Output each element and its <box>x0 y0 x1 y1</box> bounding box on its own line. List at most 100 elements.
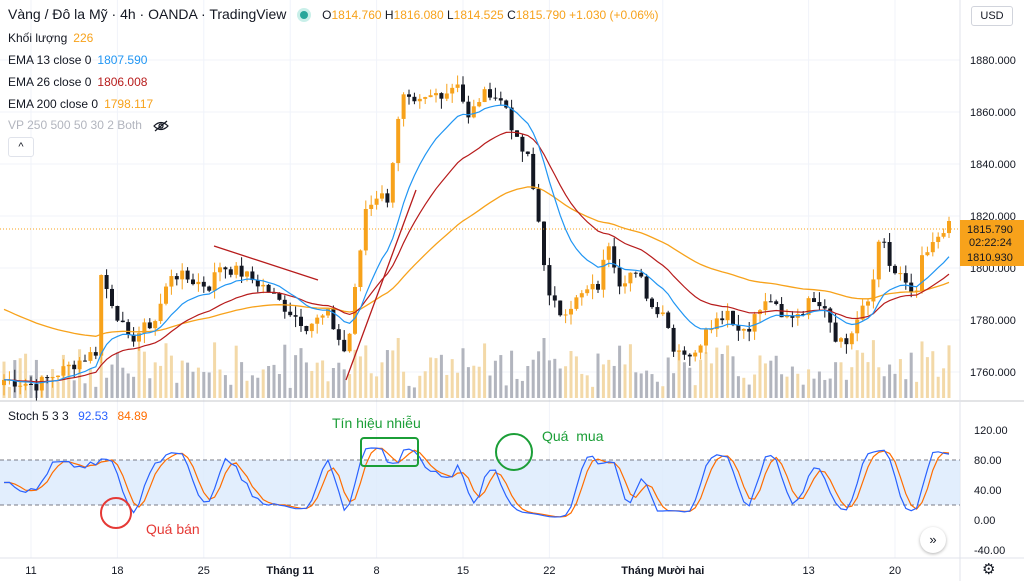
volume-bar <box>196 367 200 398</box>
candle-body <box>903 273 908 283</box>
symbol-name[interactable]: Vàng / Đô la Mỹ <box>8 6 108 22</box>
candle-body <box>623 283 627 287</box>
volume-bar <box>24 353 28 398</box>
candle-body <box>936 236 941 243</box>
legend-ema13[interactable]: EMA 13 close 0 1807.590 <box>8 53 148 67</box>
volume-bar <box>450 359 454 398</box>
volume-bar <box>526 365 530 398</box>
candle-body <box>628 272 633 284</box>
time-axis[interactable]: 11 18 25 Tháng 11 8 15 22 Tháng Mười hai 13 20 <box>25 565 901 577</box>
oversold-circle[interactable] <box>100 497 132 529</box>
volume-bar <box>83 383 87 398</box>
stoch-tick-label: 40.00 <box>974 485 1002 497</box>
ema200-line <box>3 186 950 337</box>
volume-bar <box>304 362 308 398</box>
time-tick-label: 20 <box>889 565 901 577</box>
volume-bar <box>731 356 735 398</box>
volume-bar <box>99 338 103 398</box>
volume-bar <box>34 359 38 398</box>
candle-body <box>612 246 617 268</box>
volume-bar <box>839 362 843 398</box>
volume-bar <box>655 381 659 398</box>
ema13-line <box>4 104 950 385</box>
volume-bar <box>510 350 514 398</box>
candle-body <box>428 95 433 98</box>
trendline-down[interactable] <box>213 245 319 281</box>
candle-body <box>509 107 514 131</box>
volume-bar <box>591 386 595 398</box>
volume-bar <box>88 368 92 398</box>
legend-ema26[interactable]: EMA 26 close 0 1806.008 <box>8 75 148 89</box>
volume-bar <box>337 362 341 398</box>
candle-body <box>50 377 55 379</box>
eye-hidden-icon[interactable] <box>153 120 170 132</box>
time-tick-label: 15 <box>457 565 469 577</box>
volume-bar <box>7 386 11 398</box>
candle-body <box>725 310 730 321</box>
volume-bar <box>213 342 217 398</box>
trendline-up[interactable] <box>345 189 417 381</box>
overbought-circle[interactable] <box>495 433 533 471</box>
candle-body <box>752 314 757 332</box>
volume-bar <box>348 374 352 398</box>
candle-body <box>709 329 714 331</box>
volume-bar <box>72 380 76 398</box>
volume-bar <box>315 362 319 398</box>
volume-bar <box>542 338 546 398</box>
volume-bar <box>466 367 470 398</box>
volume-bar <box>385 350 389 398</box>
candle-body <box>747 328 752 332</box>
volume-bar <box>445 374 449 398</box>
legend-ema200[interactable]: EMA 200 close 0 1798.117 <box>8 97 154 111</box>
volume-bar <box>877 367 881 398</box>
legend-vp[interactable]: VP 250 500 50 30 2 Both <box>8 118 170 132</box>
legend-volume[interactable]: Khối lượng 226 <box>8 31 94 45</box>
noise-signal-box[interactable] <box>360 437 419 467</box>
currency-button[interactable]: USD <box>971 6 1013 26</box>
ema-price-tag-bg <box>960 249 1024 265</box>
candle-body <box>2 379 6 386</box>
volume-bar <box>882 376 886 398</box>
volume-bar <box>434 358 438 398</box>
stoch-tick-label: 120.00 <box>974 425 1008 437</box>
candle-body <box>99 275 104 356</box>
volume-bar <box>942 368 946 398</box>
candle-body <box>520 136 525 152</box>
stoch-legend[interactable]: Stoch 5 3 3 92.53 84.89 <box>8 409 148 423</box>
candle-body <box>29 384 33 386</box>
candle-body <box>250 271 255 281</box>
candle-body <box>255 280 260 287</box>
interval[interactable]: 4h <box>120 6 136 22</box>
volume-bar <box>202 371 206 398</box>
volume-bar <box>936 376 940 398</box>
volume-bar <box>834 362 838 398</box>
volume-bar <box>207 372 211 398</box>
candle-body <box>450 87 455 94</box>
candle-body <box>223 267 228 270</box>
gear-icon[interactable]: ⚙ <box>982 561 996 578</box>
stoch-band <box>0 460 960 505</box>
stoch-axis[interactable]: 120.00 80.00 40.00 0.00 -40.00 <box>974 425 1008 557</box>
candle-body <box>866 301 870 306</box>
volume-bar <box>94 386 98 398</box>
candle-body <box>482 89 487 103</box>
candle-body <box>131 334 136 342</box>
scroll-to-realtime-button[interactable]: » <box>920 527 946 553</box>
volume-bar <box>245 380 249 398</box>
chart-header[interactable]: Vàng / Đô la Mỹ · 4h · OANDA · TradingVi… <box>8 6 659 22</box>
volume-bar <box>132 376 136 398</box>
volume-bar <box>105 377 109 398</box>
candle-body <box>671 327 676 352</box>
volume-bar <box>369 373 373 398</box>
candle-body <box>488 89 492 98</box>
candle-body <box>66 364 71 367</box>
candle-body <box>88 352 93 361</box>
open-value: 1814.760 <box>331 8 382 22</box>
price-axis[interactable]: 1880.0001860.0001840.0001820.0001800.000… <box>970 55 1016 379</box>
candle-body <box>833 322 838 342</box>
volume-bar <box>267 366 271 398</box>
candle-body <box>434 93 438 96</box>
collapse-legend-button[interactable]: ^ <box>8 137 34 157</box>
volume-bar <box>375 376 379 398</box>
